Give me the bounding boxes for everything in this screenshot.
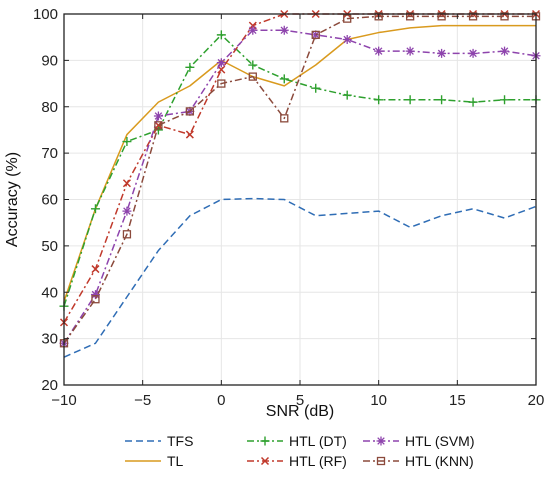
legend-item-htl-knn: HTL (KNN) xyxy=(363,453,474,469)
data-point-htl-svm xyxy=(279,25,289,35)
legend-marker-htl-svm xyxy=(376,436,386,446)
y-tick-label: 80 xyxy=(41,99,58,116)
y-axis-label: Accuracy (%) xyxy=(4,152,21,247)
x-tick-label: 10 xyxy=(370,392,387,409)
x-tick-label: −10 xyxy=(51,392,76,409)
legend-marker-htl-dt xyxy=(260,436,270,446)
y-tick-label: 60 xyxy=(41,192,58,209)
legend-label-htl-rf: HTL (RF) xyxy=(289,453,347,469)
data-point-htl-knn xyxy=(343,14,352,23)
legend-marker-htl-knn xyxy=(376,456,386,466)
data-point-htl-svm xyxy=(153,111,163,121)
legend-item-tfs: TFS xyxy=(125,433,193,449)
data-point-htl-dt xyxy=(216,30,226,40)
x-tick-label: 0 xyxy=(217,392,225,409)
legend-label-htl-dt: HTL (DT) xyxy=(289,433,347,449)
data-point-htl-dt xyxy=(374,95,384,105)
data-point-htl-svm xyxy=(248,25,258,35)
legend-item-tl: TL xyxy=(125,453,184,469)
data-point-htl-knn xyxy=(122,230,132,239)
data-point-htl-svm xyxy=(500,46,510,56)
y-tick-label: 90 xyxy=(41,52,58,69)
data-point-htl-knn xyxy=(405,12,415,21)
data-point-htl-knn xyxy=(248,72,257,81)
tick-layer: −10 −5 0 5 10 15 20 20 30 40 50 60 70 80 90 100 xyxy=(33,6,544,409)
data-point-htl-dt xyxy=(185,62,195,72)
y-tick-label: 50 xyxy=(41,238,58,255)
data-point-htl-knn xyxy=(500,12,509,21)
x-axis-label: SNR (dB) xyxy=(266,403,334,420)
y-tick-label: 70 xyxy=(41,145,58,162)
data-point-htl-knn xyxy=(154,121,163,130)
x-tick-label: 20 xyxy=(528,392,545,409)
data-point-htl-rf xyxy=(185,130,194,139)
series-htl-dt xyxy=(59,30,541,311)
data-point-htl-svm xyxy=(342,35,352,45)
x-tick-label: 15 xyxy=(449,392,466,409)
data-point-htl-dt xyxy=(122,137,132,147)
legend: TFS HTL (DT) HTL (SVM) TL HTL (RF) HTL (KNN) xyxy=(125,433,474,469)
x-tick-label: 5 xyxy=(296,392,304,409)
x-tick-label: −5 xyxy=(134,392,151,409)
data-point-htl-dt xyxy=(311,83,321,93)
y-tick-label: 30 xyxy=(41,331,58,348)
legend-item-htl-dt: HTL (DT) xyxy=(247,433,347,449)
series-tfs xyxy=(63,197,537,358)
data-point-htl-knn xyxy=(217,79,226,88)
legend-marker-htl-rf xyxy=(260,456,270,466)
data-point-htl-svm xyxy=(90,290,100,300)
data-point-htl-svm xyxy=(311,30,321,40)
data-point-htl-knn xyxy=(91,295,100,304)
series-layer xyxy=(59,9,541,358)
data-point-htl-dt xyxy=(90,204,100,214)
data-point-htl-dt xyxy=(437,95,447,105)
data-point-htl-svm xyxy=(374,46,384,56)
series-line-htl-rf xyxy=(63,13,536,323)
series-line-tfs xyxy=(63,197,537,358)
y-tick-label: 40 xyxy=(41,284,58,301)
legend-item-htl-rf: HTL (RF) xyxy=(247,453,347,469)
legend-item-htl-svm: HTL (SVM) xyxy=(363,433,474,449)
data-point-htl-dt xyxy=(248,60,258,70)
y-tick-label: 20 xyxy=(41,377,58,394)
data-point-htl-knn xyxy=(280,114,289,123)
data-point-htl-svm xyxy=(468,48,478,58)
legend-label-htl-knn: HTL (KNN) xyxy=(405,453,474,469)
data-point-htl-dt xyxy=(279,74,289,84)
data-point-htl-dt xyxy=(500,95,510,105)
data-point-htl-dt xyxy=(468,97,478,107)
data-point-htl-dt xyxy=(342,90,352,100)
data-point-htl-knn xyxy=(311,30,320,40)
grid xyxy=(63,13,537,386)
data-point-htl-rf xyxy=(91,265,100,274)
y-tick-label: 100 xyxy=(33,6,58,23)
data-point-htl-dt xyxy=(405,95,415,105)
legend-label-htl-svm: HTL (SVM) xyxy=(405,433,474,449)
data-point-htl-knn xyxy=(468,12,478,21)
series-line-htl-svm xyxy=(63,29,537,344)
data-point-htl-knn xyxy=(437,12,446,21)
data-point-htl-knn xyxy=(185,107,195,116)
data-point-htl-rf xyxy=(122,179,131,188)
data-point-htl-svm xyxy=(405,46,415,56)
legend-label-tfs: TFS xyxy=(167,433,193,449)
data-point-htl-svm xyxy=(216,58,226,68)
legend-label-tl: TL xyxy=(167,453,184,469)
data-point-htl-svm xyxy=(437,48,447,58)
data-point-htl-svm xyxy=(122,206,132,216)
data-point-htl-knn xyxy=(374,12,383,21)
